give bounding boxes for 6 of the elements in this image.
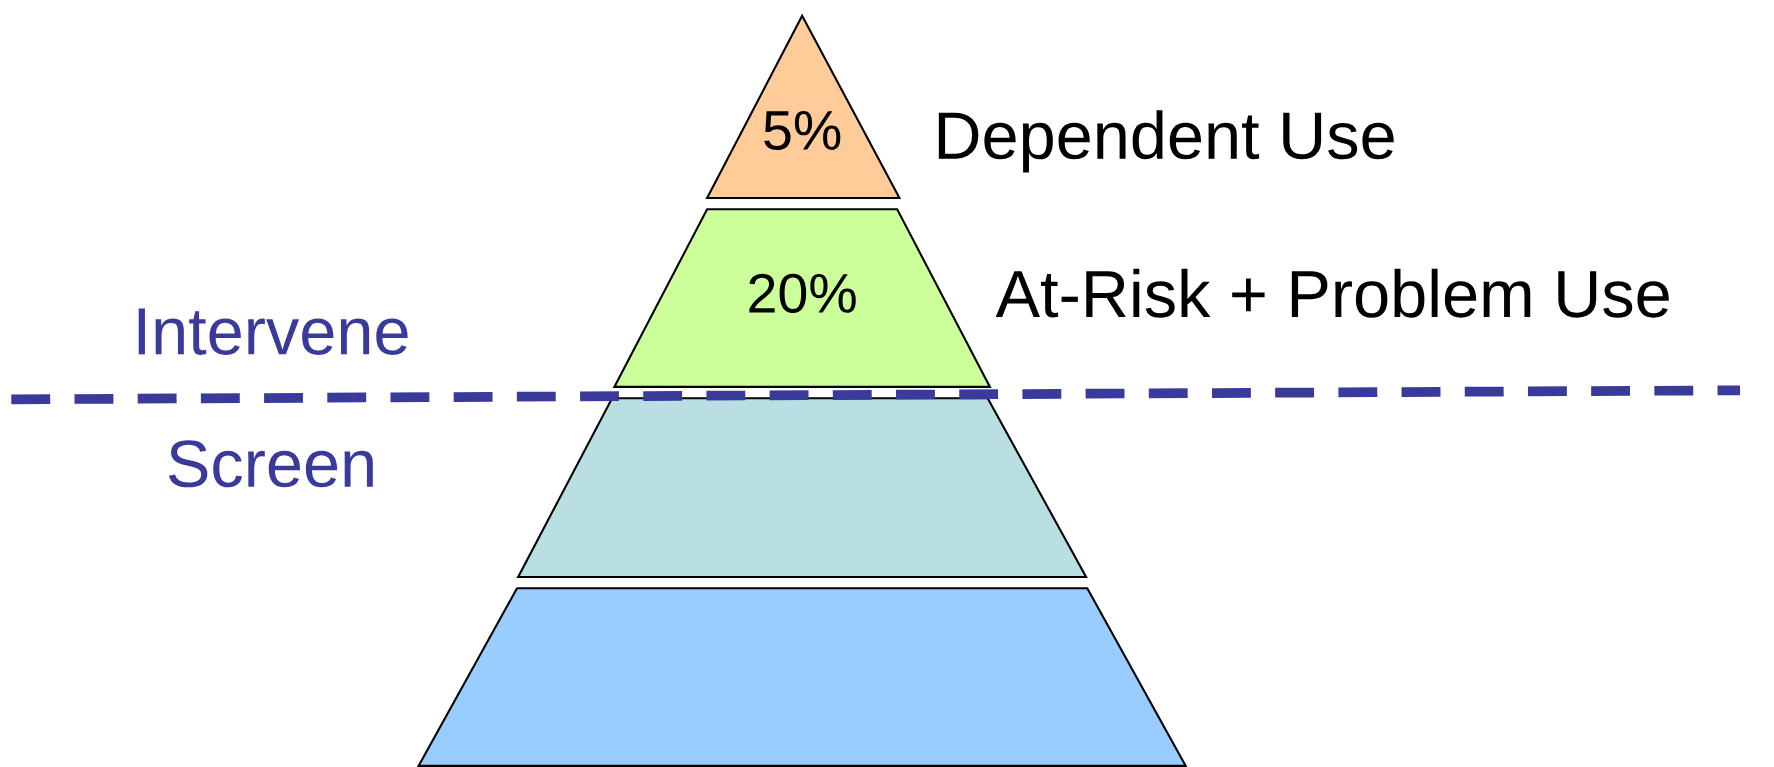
data-label: 5% bbox=[764, 111, 841, 151]
text: Intervene bbox=[138, 308, 408, 356]
category-label: Dependent Use bbox=[938, 110, 1394, 173]
data-label: 20% bbox=[749, 273, 856, 313]
category-label: At-Risk + Problem Use bbox=[995, 268, 1669, 318]
text: Screen bbox=[168, 440, 373, 488]
